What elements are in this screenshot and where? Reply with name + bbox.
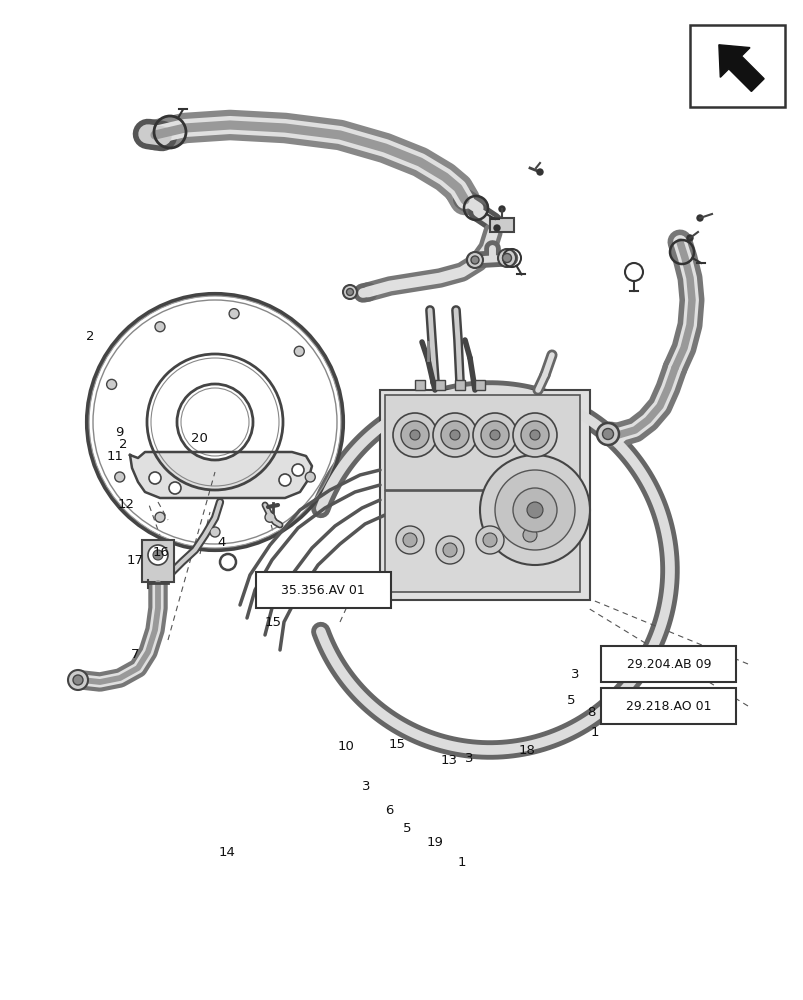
Bar	[601, 688, 736, 724]
Circle shape	[471, 256, 479, 264]
Text: 3: 3	[570, 668, 578, 682]
Text: 3: 3	[465, 752, 473, 764]
Text: 2: 2	[86, 330, 94, 342]
Circle shape	[536, 169, 542, 175]
Text: 12: 12	[117, 497, 135, 510]
Circle shape	[265, 512, 275, 522]
Circle shape	[441, 421, 468, 449]
Bar	[489, 218, 513, 232]
Text: 13: 13	[439, 754, 457, 766]
Circle shape	[402, 533, 417, 547]
Text: 29.218.AO 01: 29.218.AO 01	[626, 700, 711, 712]
Circle shape	[495, 470, 574, 550]
Bar	[434, 380, 444, 390]
Text: 15: 15	[264, 616, 282, 630]
Circle shape	[153, 550, 163, 560]
Circle shape	[475, 526, 503, 554]
Text: 11: 11	[106, 450, 124, 462]
Circle shape	[107, 379, 116, 389]
Circle shape	[169, 482, 181, 494]
Circle shape	[526, 502, 542, 518]
Text: 1: 1	[590, 726, 598, 740]
Text: 14: 14	[218, 846, 234, 859]
Circle shape	[155, 322, 165, 332]
Circle shape	[155, 512, 165, 522]
Text: 17: 17	[126, 554, 144, 566]
Text: 29.204.AB 09: 29.204.AB 09	[626, 658, 711, 670]
Circle shape	[149, 472, 161, 484]
Text: 5: 5	[566, 694, 574, 706]
Bar	[385, 395, 579, 489]
Circle shape	[343, 285, 357, 299]
Circle shape	[493, 225, 499, 231]
Circle shape	[305, 472, 315, 482]
Text: 35.356.AV 01: 35.356.AV 01	[281, 584, 365, 596]
Bar	[414, 380, 425, 390]
Circle shape	[522, 528, 536, 542]
Circle shape	[115, 472, 124, 482]
Text: 9: 9	[115, 426, 123, 438]
Bar	[255, 572, 390, 608]
Circle shape	[516, 521, 544, 549]
Circle shape	[450, 430, 459, 440]
Bar	[385, 491, 579, 592]
Circle shape	[497, 249, 516, 267]
Circle shape	[479, 455, 589, 565]
Bar	[380, 390, 589, 600]
Circle shape	[696, 215, 702, 221]
Bar	[142, 540, 173, 582]
Circle shape	[489, 430, 499, 440]
Circle shape	[177, 384, 253, 460]
Circle shape	[410, 430, 419, 440]
Circle shape	[512, 413, 556, 457]
Circle shape	[601, 428, 613, 440]
Circle shape	[291, 464, 304, 476]
Circle shape	[520, 421, 548, 449]
Text: 15: 15	[388, 738, 406, 750]
Circle shape	[686, 235, 692, 241]
Circle shape	[346, 288, 353, 296]
Circle shape	[229, 309, 238, 319]
Circle shape	[597, 423, 618, 445]
Circle shape	[483, 533, 496, 547]
Bar	[475, 380, 484, 390]
Text: 6: 6	[385, 804, 393, 816]
Circle shape	[499, 206, 504, 212]
Text: 4: 4	[217, 536, 225, 550]
Circle shape	[529, 430, 540, 440]
Polygon shape	[718, 45, 763, 91]
Text: 18: 18	[518, 744, 534, 756]
Circle shape	[442, 543, 456, 557]
Text: 3: 3	[362, 780, 370, 792]
Polygon shape	[130, 452, 312, 498]
Circle shape	[68, 670, 88, 690]
Circle shape	[480, 421, 508, 449]
Text: 20: 20	[191, 432, 207, 444]
Circle shape	[73, 675, 83, 685]
Circle shape	[294, 346, 304, 356]
Bar	[601, 646, 736, 682]
Circle shape	[396, 526, 423, 554]
Circle shape	[433, 413, 476, 457]
Text: 10: 10	[337, 740, 353, 754]
Circle shape	[502, 253, 511, 262]
Text: 16: 16	[153, 546, 169, 558]
Text: 5: 5	[403, 822, 411, 834]
Text: 2: 2	[119, 438, 127, 452]
Text: 7: 7	[131, 648, 139, 662]
Bar	[689, 25, 784, 107]
Circle shape	[512, 488, 556, 532]
Circle shape	[279, 474, 291, 486]
Text: 8: 8	[586, 706, 594, 720]
Circle shape	[435, 536, 463, 564]
Circle shape	[148, 545, 168, 565]
Circle shape	[401, 421, 429, 449]
Circle shape	[210, 527, 220, 537]
Circle shape	[472, 413, 516, 457]
Circle shape	[467, 252, 483, 268]
Text: 19: 19	[426, 836, 442, 850]
Circle shape	[393, 413, 437, 457]
Text: 1: 1	[457, 856, 465, 868]
Bar	[454, 380, 464, 390]
